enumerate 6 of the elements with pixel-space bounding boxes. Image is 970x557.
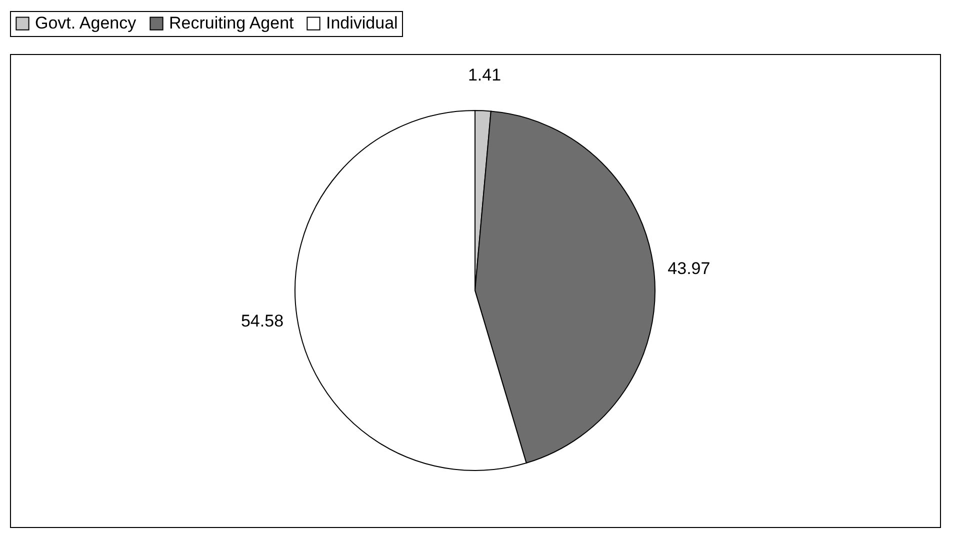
data-label: 1.41: [468, 66, 502, 85]
legend-label: Recruiting Agent: [169, 14, 294, 33]
legend-label: Individual: [326, 14, 398, 33]
data-label: 43.97: [668, 258, 710, 278]
data-label: 54.58: [240, 311, 284, 330]
legend-label: Govt. Agency: [35, 14, 137, 33]
